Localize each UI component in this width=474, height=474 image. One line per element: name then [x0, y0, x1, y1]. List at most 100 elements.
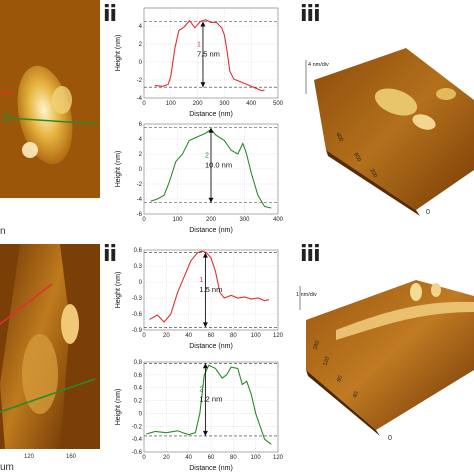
profile-series-line — [150, 128, 272, 209]
x-tick-label: 20 — [163, 455, 170, 461]
y-tick-label: 0.2 — [134, 399, 143, 405]
panel-label-top-ii: ii — [103, 2, 117, 27]
x-tick-label: 0 — [142, 101, 146, 107]
panel-label-bottom-iii: iii — [300, 242, 321, 267]
arrow-head-top — [200, 21, 206, 27]
profile-chart-bottom-1: 0 20 40 60 80 100 120 -0.9 -0.6 -0.3 0 0.3 0.6 11.5 n… — [115, 248, 284, 350]
y-axis-label: Height (nm) — [115, 35, 122, 72]
x-tick-label: 300 — [239, 217, 250, 223]
height-label: 7.5 nm — [197, 49, 220, 58]
x-tick-label: 80 — [230, 333, 237, 339]
arrow-head-bottom — [202, 430, 208, 436]
afm-top-green-line — [7, 117, 99, 125]
y-tick-label: 6 — [139, 122, 143, 128]
arrow-head-top — [202, 252, 208, 258]
y-tick-label: 4 — [139, 24, 143, 30]
x-tick-label: 100 — [251, 333, 262, 339]
y-axis-label: Height (nm) — [115, 389, 122, 426]
y-tick-label: 2 — [139, 42, 143, 48]
profile-series-line — [149, 250, 270, 323]
x-tick-label: 300 — [219, 101, 230, 107]
arrow-head-bottom — [208, 197, 214, 203]
arrow-head-bottom — [200, 82, 206, 88]
arrow-head-top — [202, 363, 208, 369]
x-tick-label: 60 — [208, 455, 215, 461]
surface-bottom-ytick-3: 40 — [352, 391, 360, 399]
surface-bottom-ytick-0: 160 — [312, 340, 321, 351]
afm-top-unit-fragment: n — [0, 226, 6, 237]
surface-bottom-ytick-2: 80 — [336, 375, 344, 383]
y-tick-label: 0.3 — [134, 264, 143, 270]
x-tick-label: 40 — [185, 333, 192, 339]
surface-bottom-corner: 0 — [388, 435, 392, 442]
afm-bottom-green-line — [0, 378, 96, 413]
y-tick-label: 0 — [139, 167, 143, 173]
y-tick-label: 0.4 — [134, 386, 143, 392]
surface-top-corner: 0 — [426, 209, 430, 216]
afm-top-line2-label: 2 — [2, 110, 9, 125]
y-tick-label: 4 — [139, 137, 143, 143]
y-tick-label: 0 — [139, 60, 143, 66]
marker-number: 1 — [197, 41, 201, 48]
panel-label-top-iii: iii — [300, 2, 321, 27]
x-tick-label: 100 — [251, 455, 262, 461]
y-tick-label: -4 — [137, 96, 143, 102]
y-axis-label: Height (nm) — [115, 272, 122, 309]
y-tick-label: 0.6 — [134, 248, 143, 254]
height-label: 10.0 nm — [205, 160, 232, 169]
y-tick-label: -0.6 — [132, 450, 143, 456]
x-axis-label: Distance (nm) — [189, 227, 233, 234]
x-axis-label: Distance (nm) — [189, 343, 233, 350]
x-tick-label: 400 — [273, 217, 284, 223]
y-tick-label: 0.8 — [134, 360, 143, 366]
afm-bottom-tick-160: 160 — [66, 454, 77, 460]
x-tick-label: 80 — [230, 455, 237, 461]
marker-number: 2 — [205, 152, 209, 159]
x-tick-label: 400 — [246, 101, 257, 107]
y-tick-label: -6 — [137, 212, 143, 218]
x-tick-label: 20 — [163, 333, 170, 339]
y-axis-label: Height (nm) — [115, 151, 122, 188]
surface-bottom-ytick-1: 120 — [322, 356, 331, 367]
panel-label-bottom-ii: ii — [103, 242, 117, 267]
x-tick-label: 60 — [208, 333, 215, 339]
marker-number: 1 — [199, 277, 203, 284]
afm-bottom-unit-fragment: um — [0, 462, 14, 473]
y-tick-label: 0 — [139, 411, 143, 417]
y-tick-label: -0.6 — [132, 312, 143, 318]
x-tick-label: 500 — [273, 101, 284, 107]
x-tick-label: 200 — [193, 101, 204, 107]
x-tick-label: 120 — [273, 455, 284, 461]
x-axis-label: Distance (nm) — [189, 465, 233, 472]
afm-bottom-tick-120: 120 — [24, 454, 35, 460]
surface-top-zscale: 4 nm/div — [308, 62, 329, 68]
afm-image-bottom: 120 160 — [0, 244, 100, 460]
x-tick-label: 200 — [206, 217, 217, 223]
height-label: 1.2 nm — [199, 395, 222, 404]
y-tick-label: -2 — [137, 78, 143, 84]
y-tick-label: 0.6 — [134, 373, 143, 379]
y-tick-label: 0 — [139, 280, 143, 286]
x-tick-label: 100 — [166, 101, 177, 107]
marker-number: 2 — [199, 387, 203, 394]
x-tick-label: 40 — [185, 455, 192, 461]
y-tick-label: -0.9 — [132, 328, 143, 334]
profile-chart-bottom-2: 0 20 40 60 80 100 120 -0.6 -0.4 -0.2 0 0.2 0.4 0.6 0.8… — [115, 360, 284, 472]
profile-chart-top-1: 0 100 200 300 400 500 -4 -2 0 2 4 17.5 nm Distance (… — [115, 7, 284, 118]
surface-3d-bottom: 1 nm/div 160 120 80 40 0 — [296, 280, 474, 442]
y-tick-label: -0.4 — [132, 437, 143, 443]
profile-series-line — [154, 19, 265, 92]
surface-top-ytick-0: 800 — [352, 152, 362, 163]
x-tick-label: 0 — [142, 455, 146, 461]
x-tick-label: 0 — [142, 333, 146, 339]
x-tick-label: 120 — [273, 333, 284, 339]
y-tick-label: 2 — [139, 152, 143, 158]
height-label: 1.5 nm — [199, 285, 222, 294]
arrow-head-bottom — [202, 322, 208, 328]
surface-bottom-zscale: 1 nm/div — [296, 292, 317, 298]
y-tick-label: -2 — [137, 182, 143, 188]
surface-top-ytick-2: 200 — [368, 168, 378, 179]
y-tick-label: -0.2 — [132, 424, 143, 430]
y-tick-label: -4 — [137, 197, 143, 203]
